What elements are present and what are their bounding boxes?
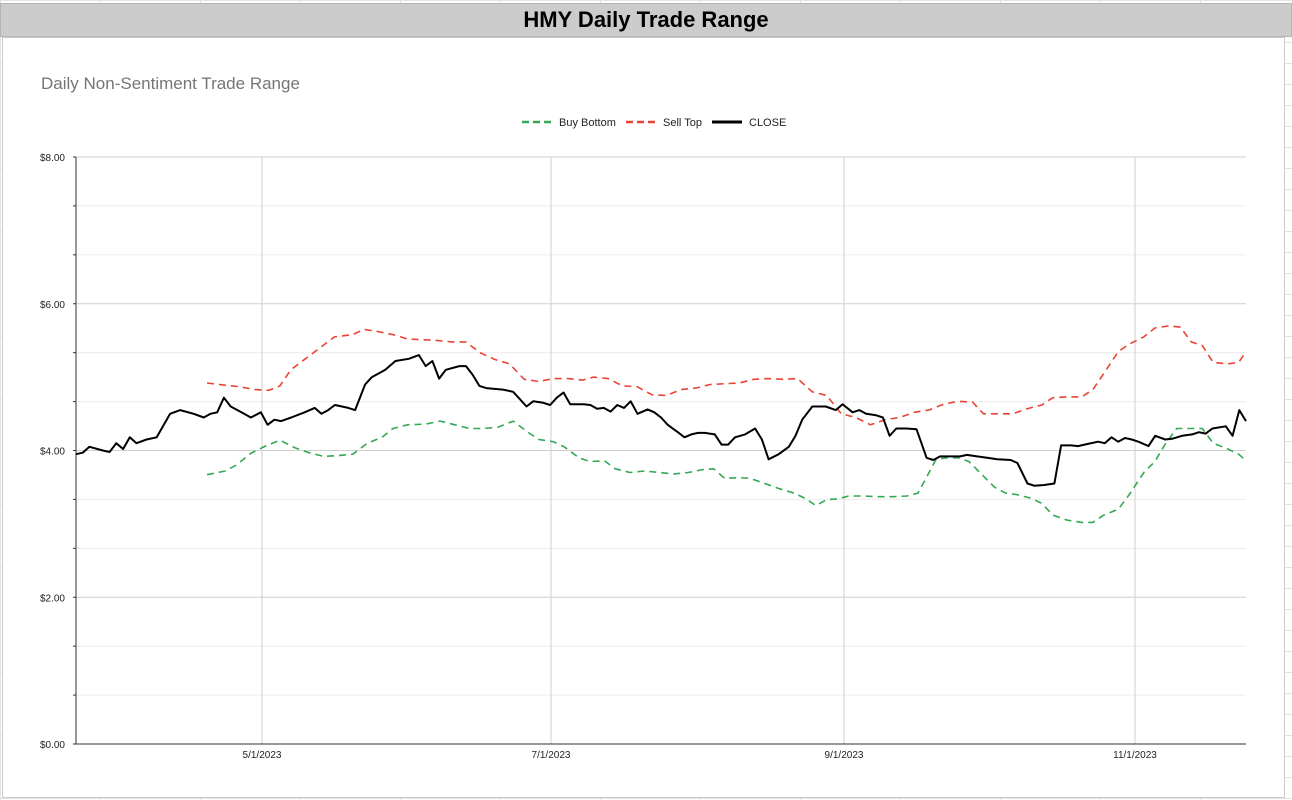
series-lines	[75, 325, 1247, 524]
x-tick-label: 9/1/2023	[825, 750, 864, 761]
legend: Buy Bottom Sell Top CLOSE	[522, 117, 786, 129]
grid-lines	[76, 156, 1246, 745]
y-tick-label: $8.00	[40, 153, 65, 164]
axes	[73, 156, 1246, 745]
chart-frame[interactable]	[2, 37, 1285, 798]
x-tick-label: 7/1/2023	[532, 750, 571, 761]
y-tick-label: $2.00	[40, 593, 65, 604]
y-tick-label: $6.00	[40, 300, 65, 311]
series-line-close	[75, 354, 1247, 487]
x-tick-label: 5/1/2023	[243, 750, 282, 761]
y-tick-label: $4.00	[40, 447, 65, 458]
chart-title: Daily Non-Sentiment Trade Range	[41, 74, 300, 93]
legend-label: CLOSE	[749, 117, 786, 129]
series-line-buy-bottom	[206, 420, 1247, 524]
legend-label: Sell Top	[663, 117, 702, 129]
page-title: HMY Daily Trade Range	[0, 3, 1292, 37]
legend-label: Buy Bottom	[559, 117, 616, 129]
x-tick-label: 11/1/2023	[1113, 750, 1157, 761]
series-line-sell-top	[206, 325, 1247, 426]
tick-labels: $0.00 $2.00 $4.00 $6.00 $8.00 5/1/2023 7/1/202…	[40, 153, 1157, 761]
y-tick-label: $0.00	[40, 740, 65, 751]
